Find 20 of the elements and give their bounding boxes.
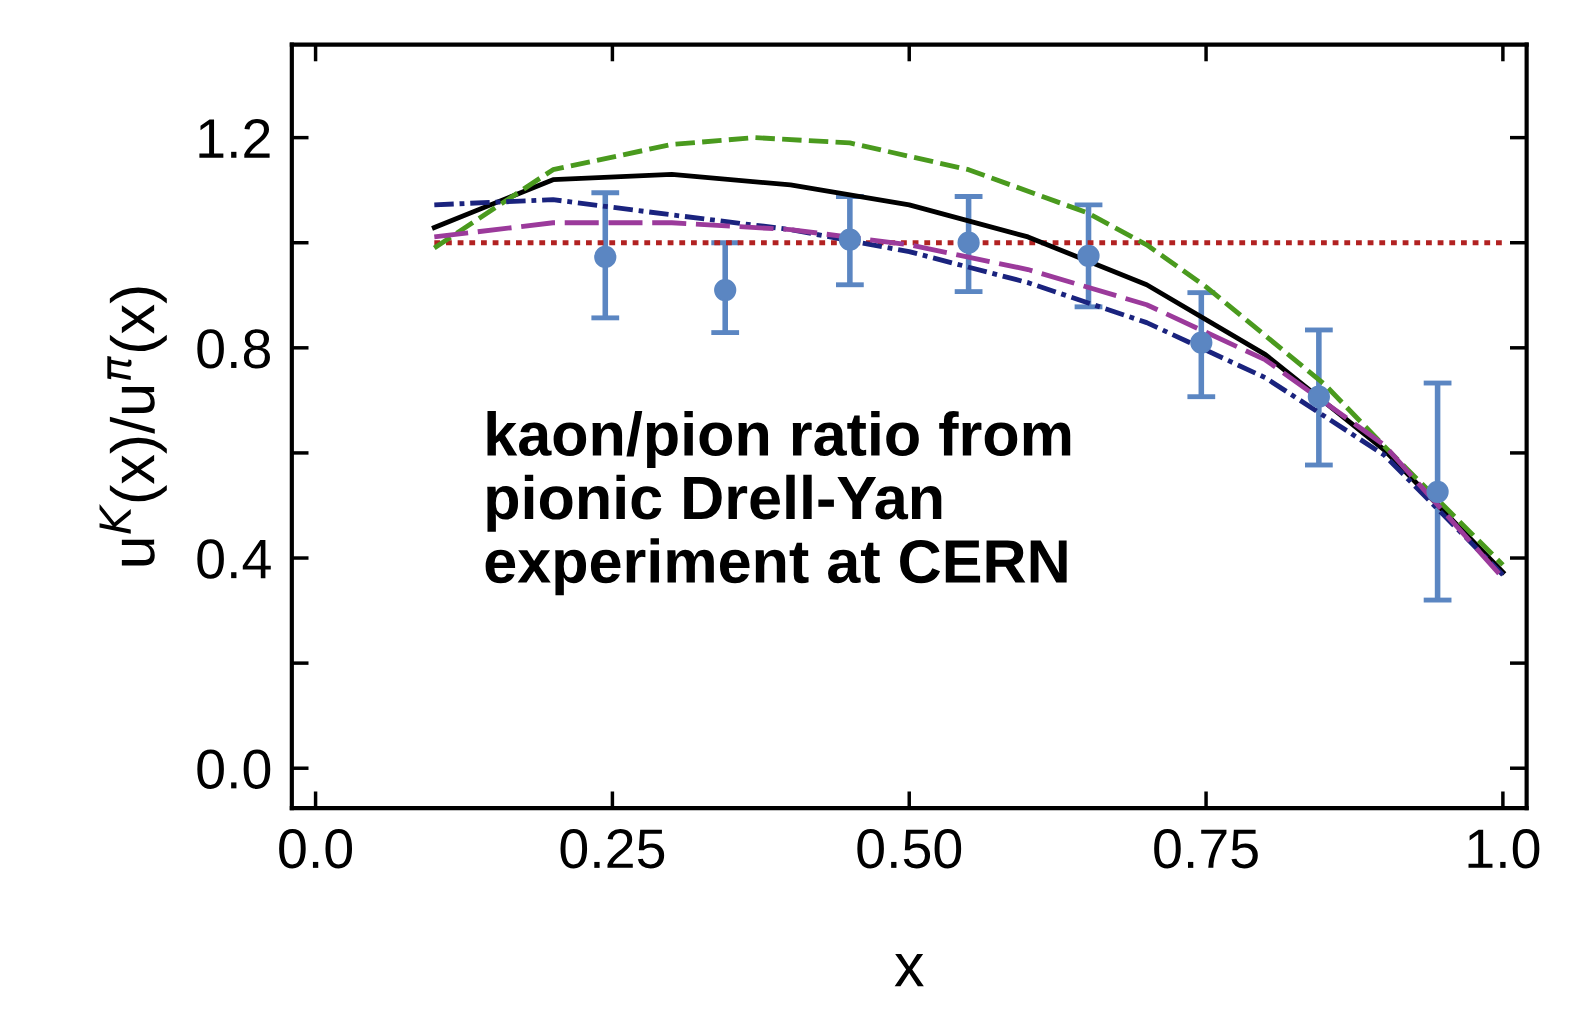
x-tick-label: 0.75 <box>1154 829 1258 869</box>
point <box>1307 385 1330 408</box>
y-tick-label: 1.2 <box>199 118 270 158</box>
x-tick-label: 0.50 <box>857 829 962 869</box>
point <box>1077 244 1100 267</box>
point <box>714 278 737 302</box>
x-tick-label: 0.25 <box>560 829 665 869</box>
y-tick-label: 0.0 <box>197 749 271 789</box>
point <box>594 245 617 269</box>
x-tick-label: 0.0 <box>279 829 353 869</box>
point <box>957 231 980 254</box>
x-tick-label: 1.0 <box>1468 829 1540 869</box>
x-axis-title: x <box>894 953 924 987</box>
y-tick-label: 0.4 <box>197 539 271 579</box>
point <box>1426 480 1449 503</box>
point <box>838 228 861 251</box>
y-tick-label: 0.8 <box>197 329 270 369</box>
annotation: kaon/pion ratio from pionic Drell-Yan experiment at CERN <box>485 411 1071 596</box>
point <box>1190 331 1213 354</box>
y-axis-title: u$^{K}$(x)/u$^{π}$(x) <box>99 287 167 566</box>
